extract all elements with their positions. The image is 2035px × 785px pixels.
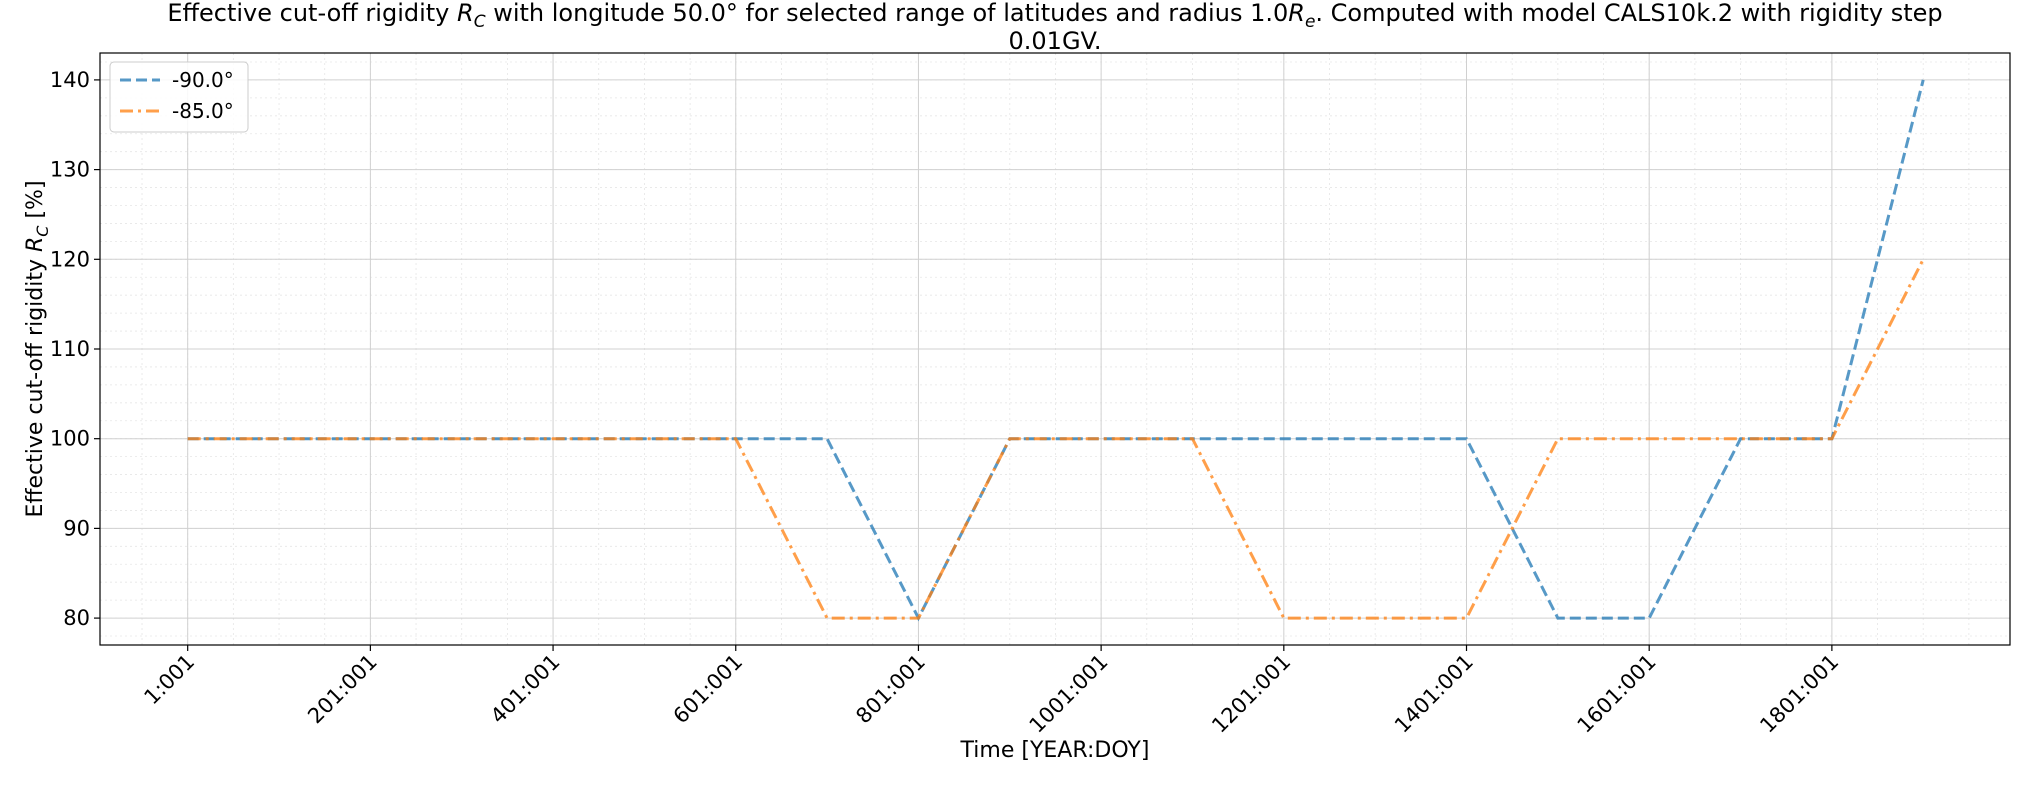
grid xyxy=(100,53,2010,645)
x-tick-label: 1601:001 xyxy=(1573,650,1661,738)
y-tick-label: 120 xyxy=(50,247,90,271)
x-tick-label: 201:001 xyxy=(303,650,382,729)
x-tick-label: 1201:001 xyxy=(1207,650,1295,738)
x-tick-label: 801:001 xyxy=(851,650,930,729)
x-axis-label: Time [YEAR:DOY] xyxy=(960,738,1150,763)
y-tick-label: 130 xyxy=(50,158,90,182)
x-tick-label: 601:001 xyxy=(669,650,748,729)
x-tick-label: 1801:001 xyxy=(1755,650,1843,738)
legend-label-s1: -90.0° xyxy=(172,68,234,92)
x-tick-label: 1:001 xyxy=(139,650,199,710)
x-tick-label: 401:001 xyxy=(486,650,565,729)
legend: -90.0° -85.0° xyxy=(109,61,249,133)
y-tick-label: 100 xyxy=(50,427,90,451)
y-tick-label: 140 xyxy=(50,68,90,92)
chart-title-line2: 0.01GV. xyxy=(1009,27,1102,55)
x-tick-label: 1001:001 xyxy=(1025,650,1113,738)
y-tick-label: 90 xyxy=(63,516,90,540)
chart-title: Effective cut-off rigidity RC with longi… xyxy=(167,0,1942,32)
x-tick-label: 1401:001 xyxy=(1390,650,1478,738)
legend-label-s2: -85.0° xyxy=(172,99,234,123)
series-layer xyxy=(187,79,1925,622)
y-axis-label: Effective cut-off rigidity RC [%] xyxy=(23,180,52,517)
y-tick-label: 110 xyxy=(50,337,90,361)
y-tick-label: 80 xyxy=(63,606,90,630)
series-line-2 xyxy=(187,258,1925,620)
